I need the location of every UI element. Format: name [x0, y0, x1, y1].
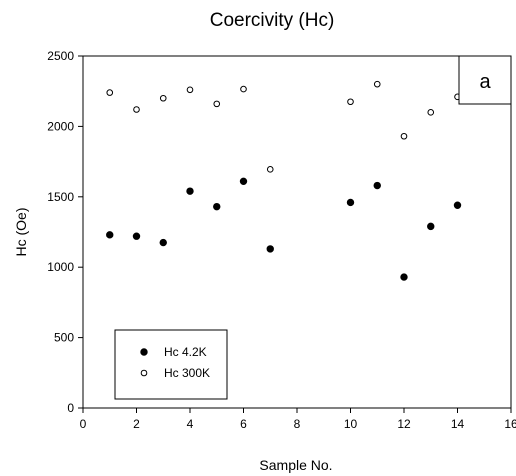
point-hc-300k: [213, 100, 221, 108]
x-tick-label: 2: [133, 417, 140, 431]
point-hc-300k: [159, 94, 167, 102]
data-points: [106, 80, 462, 281]
x-tick-label: 0: [80, 417, 87, 431]
y-tick-label: 2000: [47, 119, 74, 133]
point-hc-300k: [400, 132, 408, 140]
point-hc-4-2k: [132, 232, 141, 240]
legend-label: Hc 4.2K: [164, 345, 207, 359]
y-tick-label: 500: [54, 331, 74, 345]
legend-marker: [140, 369, 148, 377]
y-axis-label: Hc (Oe): [13, 208, 29, 257]
y-tick-label: 0: [67, 401, 74, 415]
point-hc-300k: [266, 166, 274, 173]
point-hc-4-2k: [453, 201, 462, 209]
point-hc-300k: [373, 80, 381, 88]
point-hc-4-2k: [159, 238, 167, 247]
chart-title: Coercivity (Hc): [210, 10, 335, 31]
y-tick-label: 1000: [47, 260, 74, 274]
x-tick-label: 8: [294, 417, 301, 431]
x-tick-label: 10: [344, 417, 358, 431]
x-axis-label: Sample No.: [259, 457, 332, 473]
legend-marker: [140, 348, 148, 356]
point-hc-4-2k: [213, 202, 221, 211]
x-tick-label: 16: [504, 417, 516, 431]
x-tick-label: 4: [187, 417, 194, 431]
point-hc-4-2k: [239, 177, 248, 186]
point-hc-4-2k: [427, 222, 435, 231]
legend: Hc 4.2K Hc 300K: [114, 329, 228, 400]
plot-axes: 0 2 4 6 8 10 12 14 16 0 500 1000 1500 2000 2500: [47, 49, 516, 431]
point-hc-300k: [133, 106, 140, 113]
point-hc-4-2k: [400, 273, 408, 281]
point-hc-300k: [347, 98, 354, 106]
point-hc-300k: [186, 86, 194, 94]
y-tick-label: 1500: [47, 190, 74, 204]
point-hc-300k: [106, 89, 114, 96]
point-hc-4-2k: [266, 245, 274, 253]
y-tick-label: 2500: [47, 49, 74, 63]
annotation-box: a: [458, 55, 512, 105]
panel-label: a: [479, 71, 491, 93]
point-hc-300k: [240, 85, 247, 93]
x-tick-label: 12: [397, 417, 411, 431]
point-hc-300k: [427, 109, 435, 116]
point-hc-4-2k: [186, 187, 194, 195]
point-hc-4-2k: [373, 181, 381, 190]
point-hc-4-2k: [346, 198, 355, 207]
x-tick-label: 6: [240, 417, 247, 431]
point-hc-4-2k: [106, 231, 114, 239]
legend-label: Hc 300K: [164, 366, 210, 380]
x-tick-label: 14: [451, 417, 465, 431]
